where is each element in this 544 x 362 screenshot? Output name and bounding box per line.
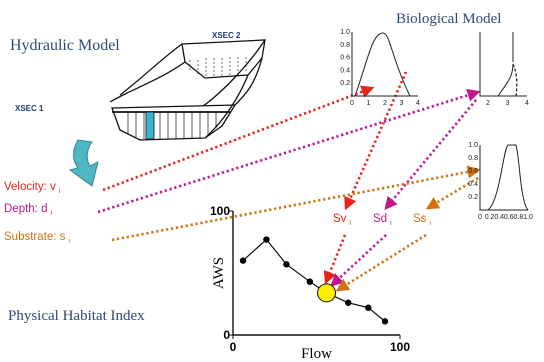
y-tick-label: 0.4 [468,181,478,188]
xsec-label: XSEC 2 [212,31,241,40]
suitability-subscript: i [390,220,392,227]
x-tick-label: 3 [400,100,404,107]
x-tick-label: 0.8 [514,214,524,221]
variable-name: Velocity: v [4,181,56,193]
x-tick-label: 0.6 [504,214,514,221]
habitat-point [345,300,351,306]
x-tick-label: 0.2 [485,214,495,221]
curves [355,32,528,210]
down-arrow [70,140,98,186]
y-tick-label: 100 [210,204,230,218]
variable-subscript: i [59,188,61,195]
x-tick-label: 2 [383,100,387,107]
x-axis-label: Flow [301,346,332,362]
habitat-point [307,278,313,284]
habitat-title: Physical Habitat Index [8,308,145,324]
variable-name: Substrate: s [4,231,66,243]
hydraulic-title: Hydraulic Model [10,37,120,54]
x-tick-label: 1 [367,100,371,107]
variable-name: Depth: d [4,203,47,215]
y-axis-label: AWS [211,257,227,289]
habitat-point [283,261,289,267]
y-tick-label: 0.8 [340,42,350,49]
river-reach [110,40,265,140]
x-tick-label: 0 [230,340,237,354]
habitat-point [318,284,336,302]
suitability-subscript: i [429,220,431,227]
y-tick-label: 0.6 [468,168,478,175]
biological-title: Biological Model [396,11,501,27]
x-tick-label: 1.0 [523,214,533,221]
y-tick-label: 0.4 [340,67,350,74]
habitat-point [382,318,388,324]
y-tick-label: 0.8 [468,155,478,162]
suitability-name: Ss [413,213,427,225]
variable-subscript: i [50,210,52,217]
y-tick-label: 1.0 [468,142,478,149]
y-tick-label: 0.6 [340,55,350,62]
habitat-line [243,240,385,322]
habitat-point [365,305,371,311]
habitat-point [263,236,269,242]
arrows [98,72,478,290]
x-tick-label: 0 [478,214,482,221]
curve-axes [352,32,418,96]
x-tick-label: 100 [390,340,410,354]
curve-axes [480,32,527,96]
xsec-label: XSEC 1 [15,104,44,113]
suitability-name: Sd [373,213,387,225]
habitat-point [240,257,246,263]
y-tick-label: 0.2 [468,194,478,201]
suitability-name: Sv [333,213,347,225]
variable-subscript: i [68,238,70,245]
x-tick-label: 4 [416,100,420,107]
y-tick-label: 0.2 [340,80,350,87]
axes [233,211,400,335]
diagram: Hydraulic Model XSEC 2 XSEC 1 Biological… [0,0,544,362]
suitability-subscript: i [349,220,351,227]
y-tick-label: 1.0 [340,29,350,36]
x-tick-label: 3 [506,100,510,107]
x-tick-label: 2 [486,100,490,107]
x-tick-label: 0 [350,100,354,107]
x-tick-label: 0.4 [494,214,504,221]
x-tick-label: 4 [525,100,529,107]
